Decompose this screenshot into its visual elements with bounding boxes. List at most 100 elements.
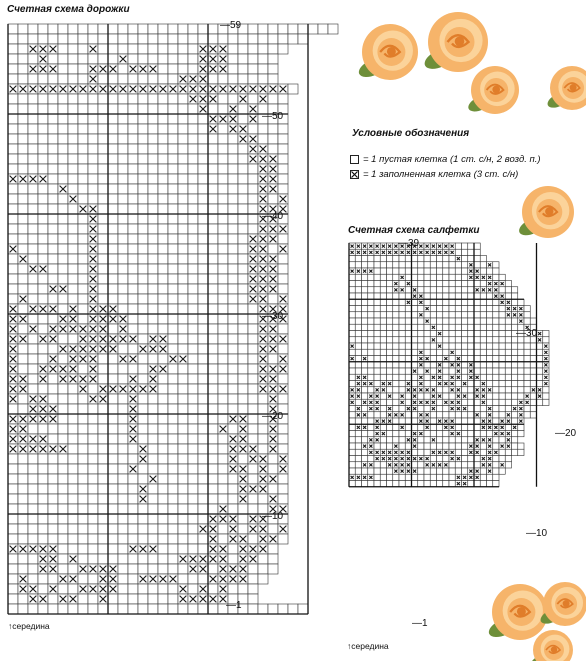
runner-filled-mark <box>89 255 97 263</box>
runner-filled-mark <box>199 45 207 53</box>
runner-filled-mark <box>9 395 17 403</box>
runner-filled-mark <box>269 315 277 323</box>
runner-filled-mark <box>249 285 257 293</box>
runner-filled-mark <box>199 105 207 113</box>
runner-filled-mark <box>39 265 47 273</box>
runner-filled-mark <box>139 445 147 453</box>
runner-filled-mark <box>259 355 267 363</box>
runner-filled-mark <box>89 265 97 273</box>
runner-filled-mark <box>39 305 47 313</box>
runner-filled-mark <box>29 265 37 273</box>
runner-filled-mark <box>39 445 47 453</box>
runner-filled-mark <box>159 345 167 353</box>
runner-filled-mark <box>259 305 267 313</box>
runner-filled-mark <box>49 445 57 453</box>
runner-filled-mark <box>99 345 107 353</box>
runner-filled-mark <box>59 445 67 453</box>
runner-filled-mark <box>279 365 287 373</box>
runner-filled-mark <box>259 345 267 353</box>
runner-filled-mark <box>39 175 47 183</box>
runner-filled-mark <box>229 465 237 473</box>
runner-filled-mark <box>59 185 67 193</box>
runner-filled-mark <box>179 355 187 363</box>
runner-filled-mark <box>219 55 227 63</box>
runner-filled-mark <box>129 335 137 343</box>
runner-filled-mark <box>159 365 167 373</box>
runner-filled-mark <box>89 205 97 213</box>
rose-6 <box>488 584 548 640</box>
runner-filled-mark <box>79 205 87 213</box>
runner-filled-mark <box>259 155 267 163</box>
runner-filled-mark <box>39 375 47 383</box>
runner-filled-mark <box>29 405 37 413</box>
runner-filled-mark <box>99 325 107 333</box>
runner-filled-mark <box>269 205 277 213</box>
runner-filled-mark <box>119 85 127 93</box>
runner-filled-mark <box>79 385 87 393</box>
runner-filled-mark <box>229 115 237 123</box>
runner-filled-mark <box>9 335 17 343</box>
runner-filled-mark <box>259 275 267 283</box>
runner-filled-mark <box>269 345 277 353</box>
runner-filled-mark <box>259 245 267 253</box>
runner-filled-mark <box>219 45 227 53</box>
runner-filled-mark <box>119 385 127 393</box>
runner-filled-mark <box>269 435 277 443</box>
runner-filled-mark <box>9 315 17 323</box>
runner-filled-mark <box>89 315 97 323</box>
runner-filled-mark <box>249 235 257 243</box>
runner-filled-mark <box>129 65 137 73</box>
runner-filled-mark <box>269 285 277 293</box>
runner-filled-mark <box>19 255 27 263</box>
runner-filled-mark <box>29 415 37 423</box>
runner-filled-mark <box>49 365 57 373</box>
runner-filled-mark <box>269 235 277 243</box>
runner-filled-mark <box>269 415 277 423</box>
runner-filled-mark <box>9 355 17 363</box>
runner-filled-mark <box>249 255 257 263</box>
runner-filled-mark <box>239 95 247 103</box>
runner-filled-mark <box>199 65 207 73</box>
runner-filled-mark <box>279 305 287 313</box>
runner-filled-mark <box>259 205 267 213</box>
runner-filled-mark <box>89 75 97 83</box>
runner-filled-mark <box>269 155 277 163</box>
runner-filled-mark <box>259 465 267 473</box>
runner-filled-mark <box>89 355 97 363</box>
runner-filled-mark <box>59 85 67 93</box>
runner-filled-mark <box>279 335 287 343</box>
runner-filled-mark <box>239 125 247 133</box>
runner-filled-mark <box>259 85 267 93</box>
runner-title: Счетная схема дорожки <box>7 4 130 15</box>
runner-filled-mark <box>109 335 117 343</box>
runner-filled-mark <box>79 375 87 383</box>
runner-filled-mark <box>239 465 247 473</box>
runner-filled-mark <box>89 85 97 93</box>
runner-filled-mark <box>89 305 97 313</box>
runner-filled-mark <box>249 295 257 303</box>
runner-filled-mark <box>279 205 287 213</box>
runner-filled-mark <box>149 65 157 73</box>
runner-filled-mark <box>29 305 37 313</box>
runner-filled-mark <box>259 235 267 243</box>
runner-filled-mark <box>279 315 287 323</box>
runner-filled-mark <box>139 455 147 463</box>
runner-filled-mark <box>269 225 277 233</box>
runner-cell <box>327 23 339 35</box>
runner-filled-mark <box>79 355 87 363</box>
runner-filled-mark <box>219 85 227 93</box>
runner-filled-mark <box>29 175 37 183</box>
runner-filled-mark <box>29 325 37 333</box>
runner-filled-mark <box>19 425 27 433</box>
runner-filled-mark <box>119 315 127 323</box>
runner-filled-mark <box>209 65 217 73</box>
runner-filled-mark <box>19 175 27 183</box>
runner-filled-mark <box>249 265 257 273</box>
runner-filled-mark <box>159 335 167 343</box>
runner-filled-mark <box>9 415 17 423</box>
runner-filled-mark <box>49 85 57 93</box>
runner-filled-mark <box>59 315 67 323</box>
runner-filled-mark <box>279 245 287 253</box>
runner-filled-mark <box>189 95 197 103</box>
